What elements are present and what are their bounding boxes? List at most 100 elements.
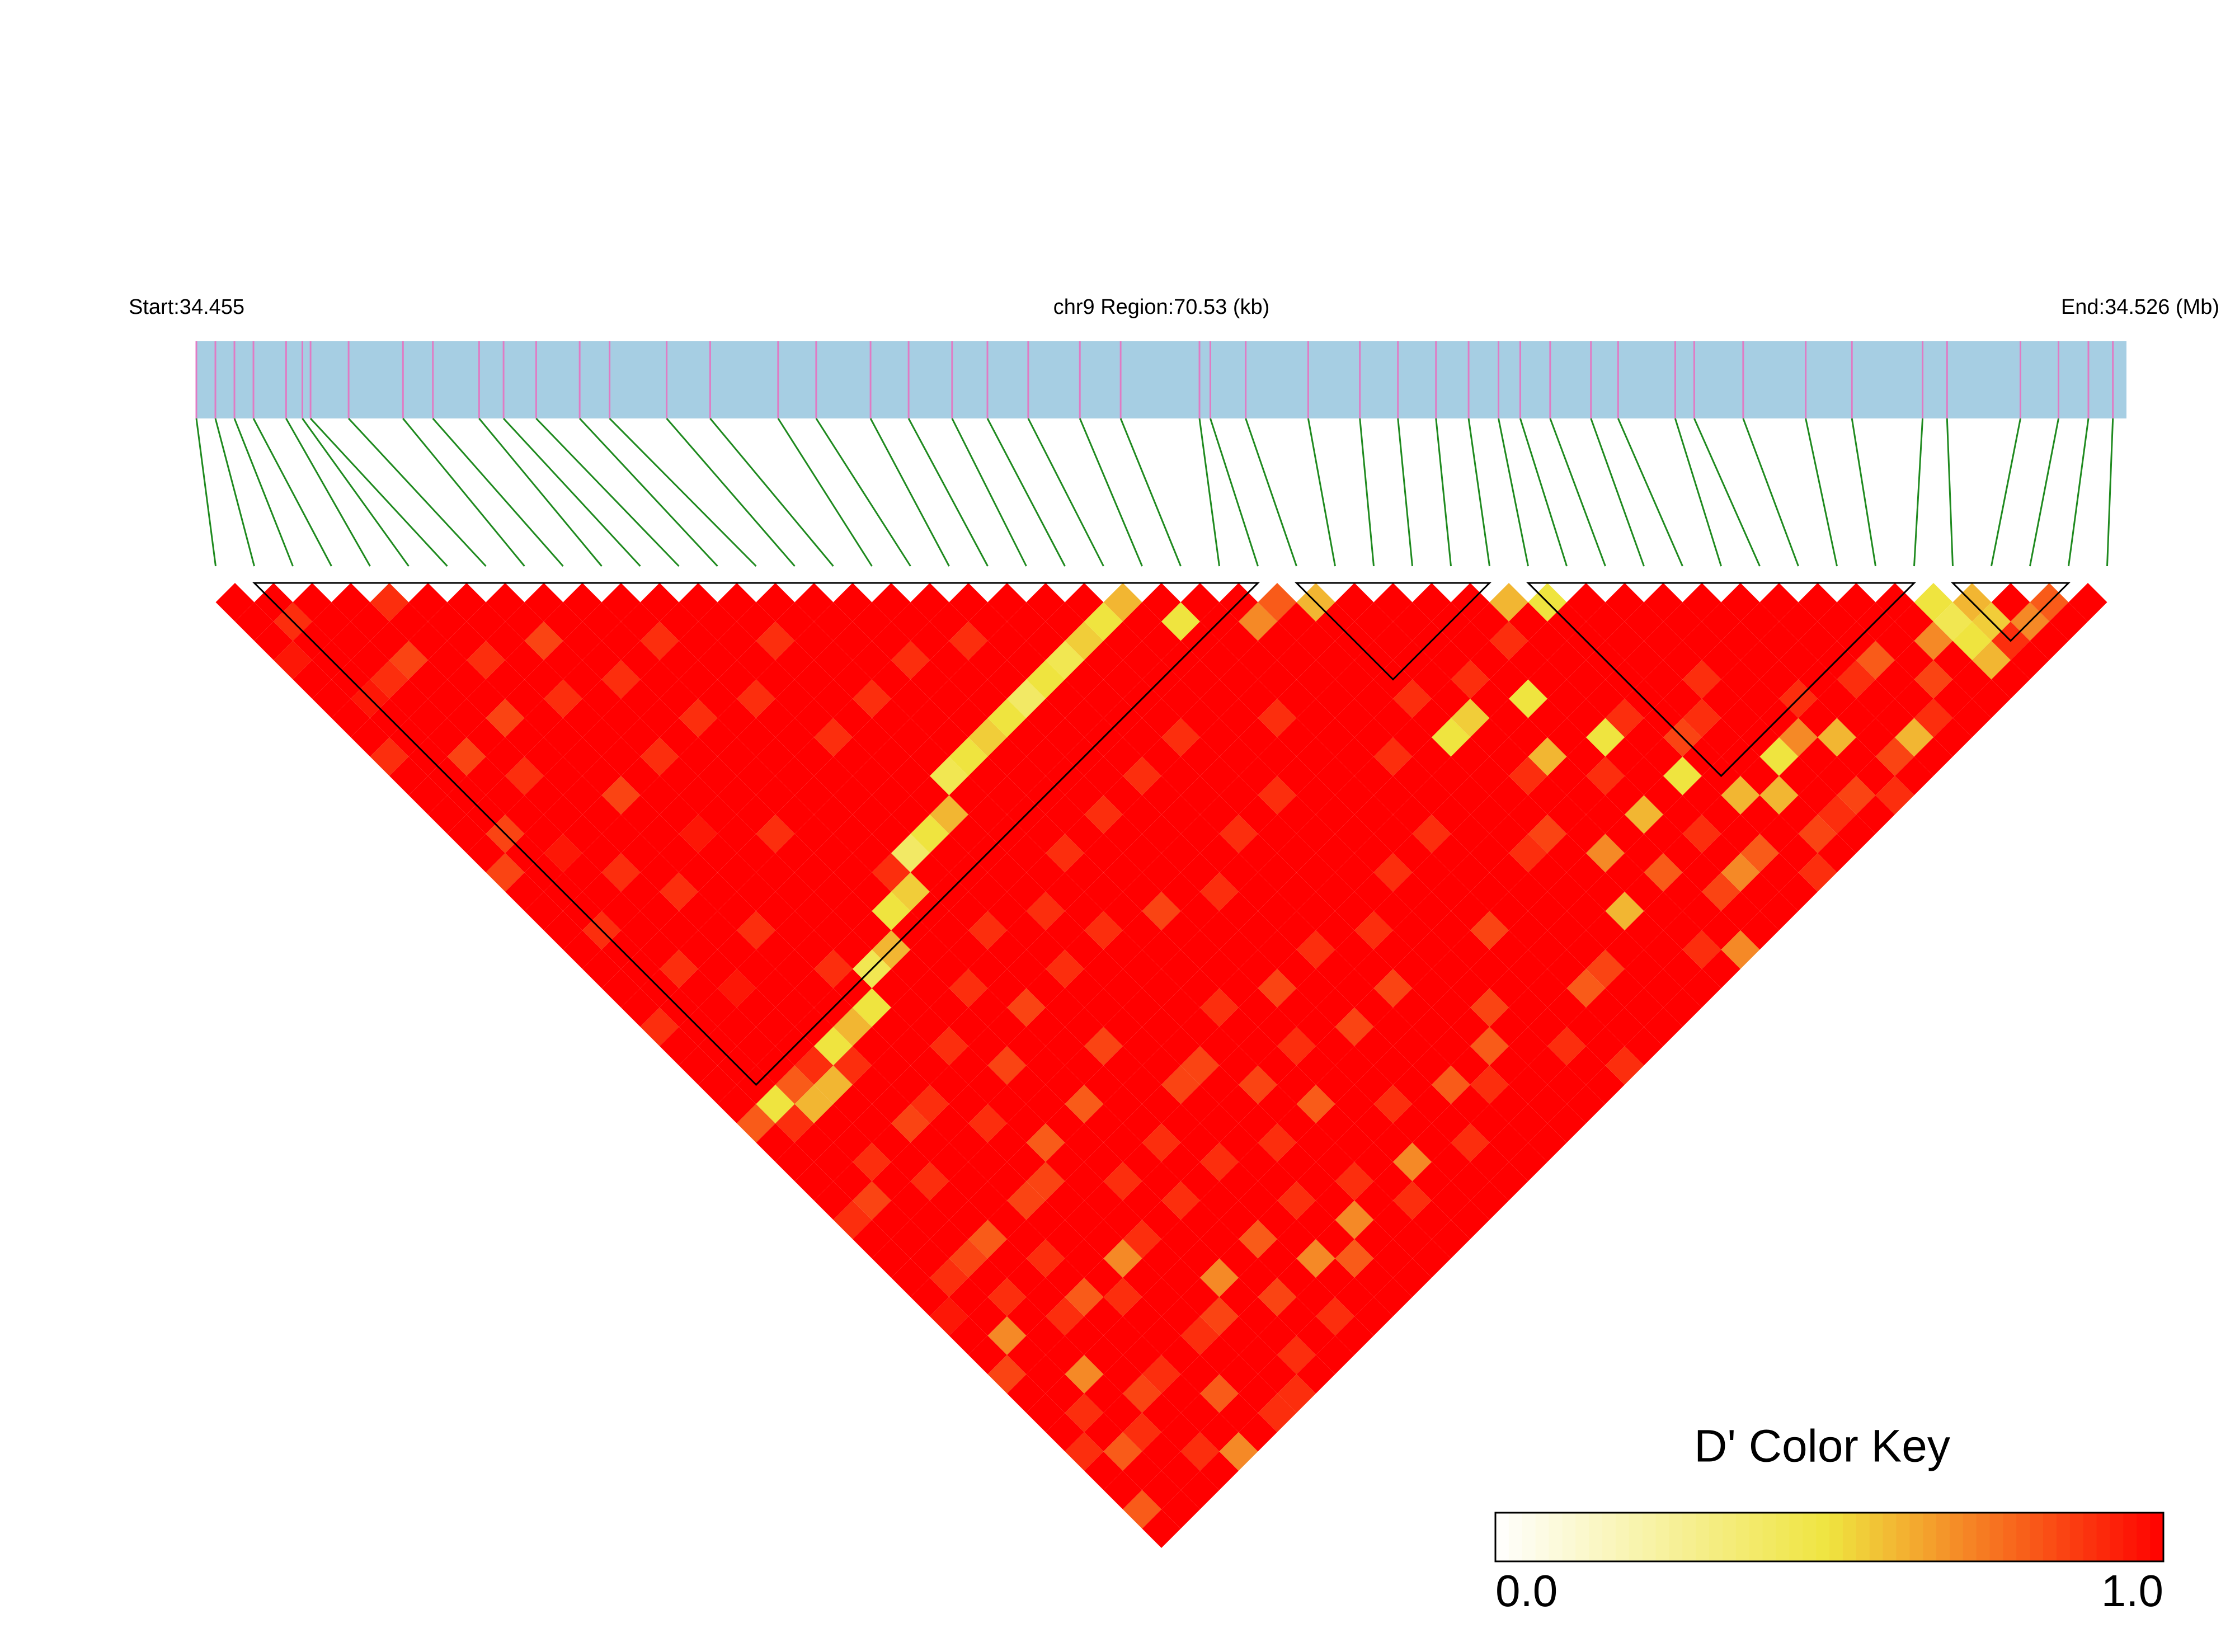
snp-connector: [502, 417, 641, 567]
color-key-cell: [1896, 1513, 1910, 1561]
snp-connector: [1913, 418, 1924, 567]
color-key-label: 1.0: [2101, 1566, 2163, 1616]
snp-connector: [1674, 418, 1722, 567]
snp-connector: [1519, 418, 1568, 567]
snp-connector: [986, 418, 1066, 567]
color-key-cell: [2030, 1513, 2044, 1561]
snp-connector: [1851, 418, 1876, 567]
color-key-cell: [1749, 1513, 1763, 1561]
color-key-cell: [2110, 1513, 2124, 1561]
color-key-cell: [1535, 1513, 1550, 1561]
color-key-cell: [1669, 1513, 1683, 1561]
color-key-cell: [1883, 1513, 1897, 1561]
snp-connector: [1991, 418, 2021, 567]
color-key-cell: [1989, 1513, 2003, 1561]
snp-connector: [195, 418, 217, 567]
snp-connector: [2106, 418, 2114, 567]
color-key-cell: [1722, 1513, 1737, 1561]
end-label: End:34.526 (Mb): [2061, 295, 2219, 319]
color-key-cell: [1495, 1513, 1509, 1561]
color-key-title: D' Color Key: [1694, 1421, 1950, 1472]
snp-connector: [402, 418, 525, 567]
ld-block: [1526, 582, 1917, 778]
snp-connector: [1946, 418, 1954, 567]
color-key-cell: [1923, 1513, 1937, 1561]
color-key-cell: [1949, 1513, 1964, 1561]
snp-connector: [907, 418, 989, 567]
snp-connector: [1359, 418, 1375, 567]
snp-connector: [535, 417, 680, 567]
snp-connector: [2068, 418, 2090, 567]
color-key-cell: [1776, 1513, 1790, 1561]
color-key-cell: [1602, 1513, 1616, 1561]
color-key-cell: [1522, 1513, 1536, 1561]
start-label: Start:34.455: [129, 295, 244, 319]
snp-connector: [348, 417, 487, 567]
snp-connector: [1027, 418, 1104, 567]
ld-cell: [2068, 583, 2107, 622]
color-key-cell: [2150, 1513, 2164, 1561]
color-key-cell: [1682, 1513, 1696, 1561]
snp-connector: [1397, 418, 1413, 567]
snp-connector: [2029, 418, 2059, 567]
color-key-cell: [1789, 1513, 1803, 1561]
color-key-cell: [1976, 1513, 1991, 1561]
color-key-cell: [1909, 1513, 1923, 1561]
snp-connector: [666, 418, 796, 567]
snp-connector: [252, 418, 332, 567]
color-key-cell: [1829, 1513, 1843, 1561]
snp-connector: [1467, 418, 1490, 567]
color-key-cell: [1963, 1513, 1977, 1561]
color-key-cell: [1655, 1513, 1669, 1561]
color-key-cell: [2043, 1513, 2057, 1561]
snp-connector: [1198, 418, 1220, 567]
ld-block: [1294, 582, 1492, 681]
snp-connector: [1742, 418, 1799, 567]
snp-connector: [815, 418, 911, 567]
color-key-cell: [1869, 1513, 1884, 1561]
snp-connector: [579, 417, 718, 567]
snp-connector: [478, 418, 603, 567]
color-key-cell: [2069, 1513, 2084, 1561]
color-key-cell: [1856, 1513, 1870, 1561]
snp-connector: [285, 418, 371, 567]
color-key-cell: [1709, 1513, 1723, 1561]
snp-connector: [1805, 418, 1838, 567]
snp-connector: [1210, 418, 1259, 567]
color-key-cell: [1735, 1513, 1750, 1561]
color-key-cell: [1762, 1513, 1776, 1561]
color-key-cell: [1629, 1513, 1643, 1561]
color-key-cell: [1842, 1513, 1857, 1561]
color-key-cell: [2096, 1513, 2110, 1561]
color-key-cell: [2137, 1513, 2151, 1561]
color-key-cell: [1642, 1513, 1657, 1561]
color-key-cell: [1936, 1513, 1950, 1561]
snp-connector: [1079, 418, 1143, 567]
snp-connector: [1693, 418, 1761, 567]
snp-connector: [1307, 418, 1336, 567]
color-key-cell: [1575, 1513, 1589, 1561]
color-key-cell: [1562, 1513, 1576, 1561]
color-key-cell: [1803, 1513, 1817, 1561]
snp-connector: [1590, 418, 1645, 567]
snp-connector: [709, 418, 834, 567]
color-key-cell: [1696, 1513, 1710, 1561]
color-key-cell: [1549, 1513, 1563, 1561]
color-key-cell: [2123, 1513, 2137, 1561]
snp-connector: [1549, 418, 1606, 567]
region-bar: [196, 341, 2126, 418]
color-key-cell: [1615, 1513, 1630, 1561]
color-key-cell: [2016, 1513, 2030, 1561]
snp-connector: [214, 418, 255, 567]
color-key-cell: [1589, 1513, 1603, 1561]
color-key-cell: [2056, 1513, 2071, 1561]
color-key-cell: [2083, 1513, 2097, 1561]
snp-connector: [233, 418, 294, 567]
snp-connector: [1617, 418, 1683, 567]
snp-connector: [1119, 418, 1182, 567]
snp-connector: [609, 417, 757, 567]
snp-connector: [1245, 418, 1297, 567]
snp-connector: [1498, 418, 1529, 567]
